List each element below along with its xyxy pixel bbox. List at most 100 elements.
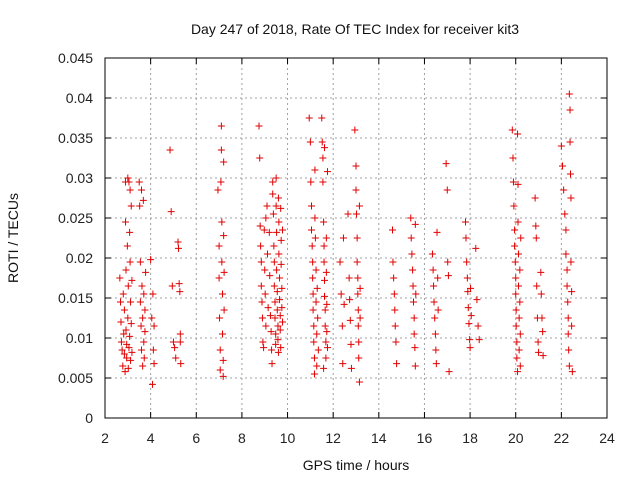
data-point (176, 288, 184, 296)
data-point (355, 354, 363, 362)
data-point (355, 338, 363, 346)
data-point (322, 234, 330, 242)
data-point (264, 304, 272, 312)
x-tick-label: 8 (238, 430, 246, 446)
data-point (216, 366, 224, 374)
data-point (410, 314, 418, 322)
y-tick-label: 0.035 (58, 130, 93, 146)
x-tick-label: 6 (192, 430, 200, 446)
data-point (560, 186, 568, 194)
data-point (512, 274, 520, 282)
data-point (168, 282, 176, 290)
data-point (118, 346, 126, 354)
data-point (218, 258, 226, 266)
data-point (126, 186, 134, 194)
data-point (277, 344, 285, 352)
data-point (117, 318, 125, 326)
data-point (128, 276, 136, 284)
data-point (140, 290, 148, 298)
data-point (352, 186, 360, 194)
data-point (531, 194, 539, 202)
data-point (311, 166, 319, 174)
data-point (121, 368, 129, 376)
data-point (563, 282, 571, 290)
data-point (567, 258, 575, 266)
x-tick-label: 18 (462, 430, 478, 446)
data-point (472, 244, 480, 252)
data-point (537, 290, 545, 298)
data-point (120, 330, 128, 338)
data-point (354, 322, 362, 330)
data-point (126, 258, 134, 266)
data-point (128, 348, 136, 356)
data-point (444, 258, 452, 266)
data-point (511, 226, 519, 234)
data-point (271, 298, 279, 306)
data-point (347, 340, 355, 348)
data-point (537, 268, 545, 276)
data-point (532, 222, 540, 230)
data-point (263, 250, 271, 258)
data-point (217, 122, 225, 130)
data-point (276, 296, 284, 304)
data-point (276, 274, 284, 282)
data-point (354, 306, 362, 314)
data-point (466, 336, 474, 344)
data-point (219, 330, 227, 338)
data-point (344, 210, 352, 218)
data-point (313, 362, 321, 370)
data-point (431, 314, 439, 322)
data-point (412, 290, 420, 298)
data-point (120, 350, 128, 358)
data-point (308, 202, 316, 210)
data-point (310, 322, 318, 330)
data-point (564, 330, 572, 338)
data-point (517, 234, 525, 242)
data-point (135, 178, 143, 186)
data-point (120, 306, 128, 314)
data-point (354, 290, 362, 298)
data-point (308, 226, 316, 234)
data-points (116, 90, 576, 388)
data-point (467, 284, 475, 292)
data-point (512, 322, 520, 330)
data-point (274, 322, 282, 330)
data-point (516, 362, 524, 370)
data-point (407, 234, 415, 242)
data-point (443, 186, 451, 194)
data-point (429, 266, 437, 274)
data-point (309, 258, 317, 266)
data-point (464, 304, 472, 312)
data-point (564, 298, 572, 306)
data-point (117, 298, 125, 306)
data-point (314, 346, 322, 354)
data-point (568, 322, 576, 330)
data-point (352, 210, 360, 218)
data-point (268, 360, 276, 368)
data-point (308, 242, 316, 250)
data-point (273, 266, 281, 274)
data-point (568, 368, 576, 376)
data-point (177, 360, 185, 368)
data-point (263, 202, 271, 210)
data-point (566, 170, 574, 178)
data-point (534, 338, 542, 346)
data-point (356, 314, 364, 322)
data-point (124, 174, 132, 182)
data-point (355, 202, 363, 210)
x-tick-label: 12 (325, 430, 341, 446)
data-point (116, 274, 124, 282)
data-point (390, 274, 398, 282)
data-point (257, 282, 265, 290)
data-point (512, 290, 520, 298)
data-point (259, 338, 267, 346)
data-point (270, 282, 278, 290)
data-point (175, 280, 183, 288)
y-tick-label: 0.01 (66, 330, 93, 346)
data-point (136, 258, 144, 266)
data-point (127, 202, 135, 210)
data-point (320, 242, 328, 250)
data-point (119, 290, 127, 298)
data-point (408, 250, 416, 258)
